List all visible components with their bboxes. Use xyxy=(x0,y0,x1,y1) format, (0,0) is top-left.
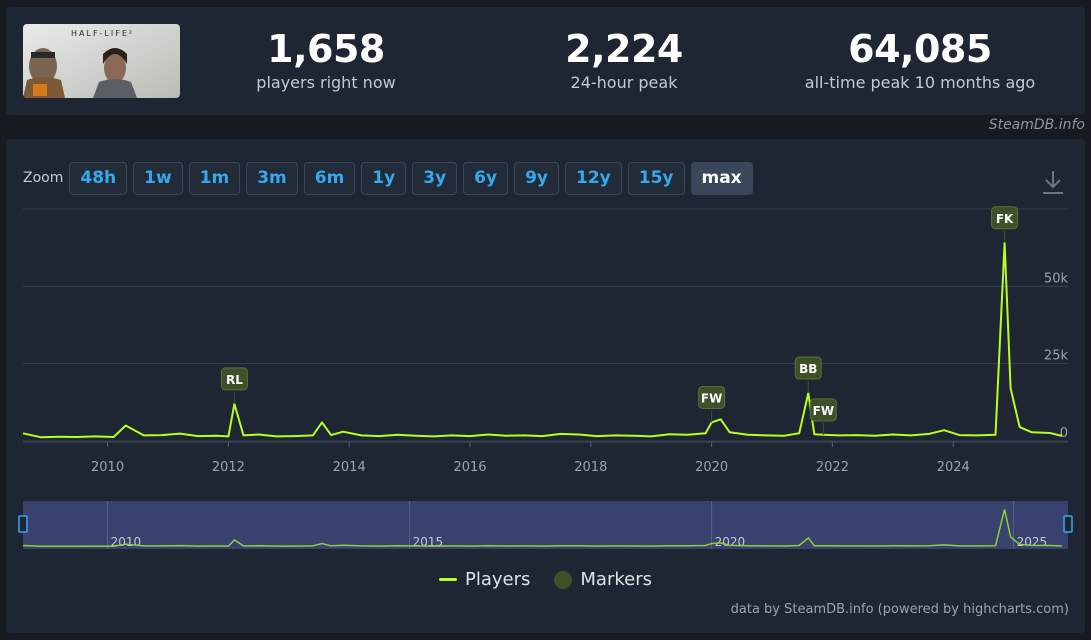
zoom-button-max[interactable]: max xyxy=(690,161,753,195)
marker-flag-rl[interactable]: RL xyxy=(220,367,248,404)
marker-badge xyxy=(220,367,248,391)
marker-badge xyxy=(794,356,822,380)
peak-24h-label: 24-hour peak xyxy=(570,73,678,92)
chart-legend: Players Markers xyxy=(6,569,1085,590)
zoom-button-3m[interactable]: 3m xyxy=(246,161,298,195)
zoom-label: Zoom xyxy=(23,170,64,186)
legend-players-label: Players xyxy=(465,569,531,590)
x-tick-label: 2016 xyxy=(453,460,486,475)
game-thumbnail[interactable]: HALF-LIFE² xyxy=(23,24,180,98)
zoom-button-6m[interactable]: 6m xyxy=(303,161,356,195)
zoom-button-12y[interactable]: 12y xyxy=(565,161,622,195)
marker-badge xyxy=(809,398,837,422)
zoom-bar: Zoom 48h 1w 1m 3m 6m 1y 3y 6y 9y 12y 15y max xyxy=(23,161,759,195)
marker-badge xyxy=(991,206,1019,230)
marker-label: FW xyxy=(701,391,722,405)
marker-badge xyxy=(698,385,726,409)
legend-players[interactable]: Players xyxy=(439,569,530,590)
zoom-button-1y[interactable]: 1y xyxy=(361,161,407,195)
x-tick-label: 2020 xyxy=(695,460,728,475)
y-tick-label: 0 xyxy=(1060,426,1068,441)
marker-label: BB xyxy=(799,362,817,376)
legend-markers[interactable]: Markers xyxy=(554,569,652,590)
player-count-chart[interactable]: 0 25k 50k 2010 2012 2014 2016 2018 2020 2022 2024 R… xyxy=(6,139,1085,499)
navigator-selection[interactable] xyxy=(23,501,1068,549)
marker-label: FK xyxy=(996,212,1014,226)
navigator-tick-label: 2015 xyxy=(413,535,444,549)
x-tick-label: 2024 xyxy=(937,460,970,475)
stats-panel: HALF-LIFE² 1,658 players right now 2,224… xyxy=(6,7,1085,115)
chart-panel: Zoom 48h 1w 1m 3m 6m 1y 3y 6y 9y 12y 15y max 0 25k 50… xyxy=(6,139,1085,633)
zoom-button-6y[interactable]: 6y xyxy=(463,161,509,195)
navigator-handle-right[interactable] xyxy=(1063,515,1073,533)
navigator-handle-left[interactable] xyxy=(18,515,28,533)
players-line-icon xyxy=(439,578,457,581)
zoom-button-1w[interactable]: 1w xyxy=(133,161,183,195)
marker-label: FW xyxy=(813,404,834,418)
y-tick-label: 50k xyxy=(1044,271,1069,286)
stat-all-time-peak: 64,085 all-time peak 10 months ago xyxy=(790,25,1050,93)
x-tick-label: 2010 xyxy=(91,460,124,475)
x-tick-label: 2022 xyxy=(816,460,849,475)
players-series-line[interactable] xyxy=(22,241,1063,439)
x-tick-label: 2014 xyxy=(333,460,366,475)
zoom-button-3y[interactable]: 3y xyxy=(412,161,458,195)
legend-markers-label: Markers xyxy=(580,569,652,590)
navigator-tick-label: 2025 xyxy=(1017,535,1048,549)
current-players-value: 1,658 xyxy=(267,27,385,71)
x-tick-label: 2018 xyxy=(574,460,607,475)
all-time-peak-label: all-time peak 10 months ago xyxy=(804,73,1036,92)
stat-24h-peak: 2,224 24-hour peak xyxy=(544,25,704,93)
marker-flag-fk[interactable]: FK xyxy=(991,206,1019,243)
navigator-tick-label: 2010 xyxy=(111,535,142,549)
marker-flag-fw[interactable]: FW xyxy=(698,385,726,423)
markers-dot-icon xyxy=(554,570,573,589)
zoom-button-15y[interactable]: 15y xyxy=(627,161,685,195)
marker-flag-fw[interactable]: FW xyxy=(809,398,837,435)
y-tick-label: 25k xyxy=(1044,349,1069,364)
marker-flag-bb[interactable]: BB xyxy=(794,356,822,394)
x-tick-label: 2012 xyxy=(212,460,245,475)
download-icon[interactable] xyxy=(1041,169,1065,195)
zoom-button-48h[interactable]: 48h xyxy=(69,161,128,195)
navigator-series-line xyxy=(22,509,1063,548)
current-players-label: players right now xyxy=(256,73,396,92)
marker-label: RL xyxy=(226,373,243,387)
zoom-button-group: 48h 1w 1m 3m 6m 1y 3y 6y 9y 12y 15y max xyxy=(69,161,758,195)
stat-current-players: 1,658 players right now xyxy=(246,25,406,93)
chart-credits[interactable]: data by SteamDB.info (powered by highcha… xyxy=(730,602,1069,617)
svg-text:HALF-LIFE²: HALF-LIFE² xyxy=(71,29,134,38)
zoom-button-1m[interactable]: 1m xyxy=(188,161,241,195)
steamdb-watermark[interactable]: SteamDB.info xyxy=(988,117,1085,133)
navigator-chart[interactable]: 2010 2015 2020 2025 xyxy=(6,139,1085,633)
all-time-peak-value: 64,085 xyxy=(848,27,992,71)
peak-24h-value: 2,224 xyxy=(565,27,683,71)
navigator-tick-label: 2020 xyxy=(715,535,746,549)
zoom-button-9y[interactable]: 9y xyxy=(514,161,559,195)
